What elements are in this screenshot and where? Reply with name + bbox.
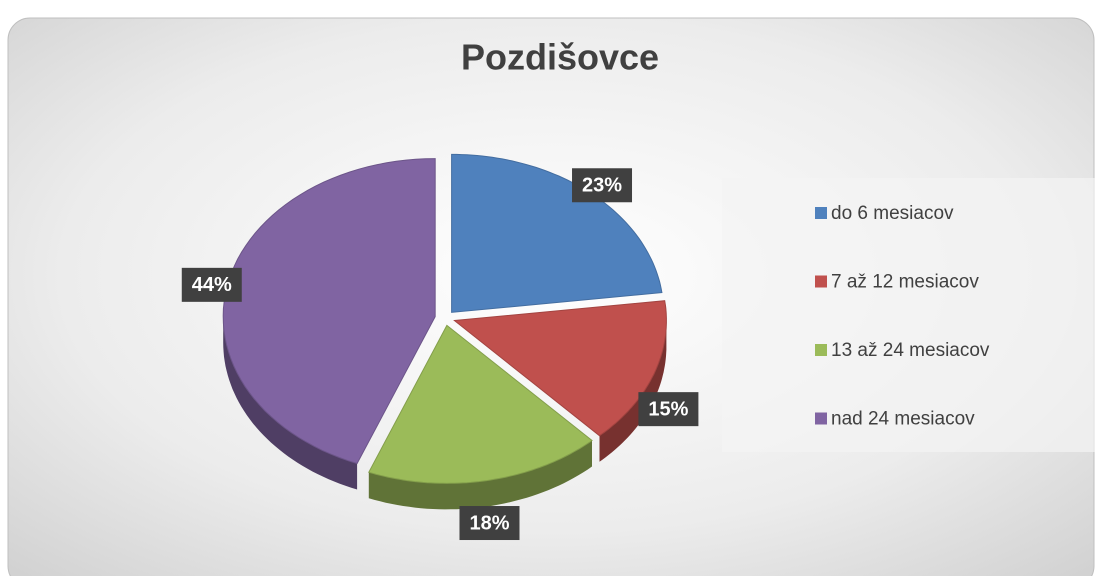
data-label: 44% bbox=[192, 274, 232, 296]
data-label-box bbox=[181, 267, 242, 302]
legend-box bbox=[722, 178, 1095, 452]
slice-side bbox=[223, 316, 358, 490]
legend-label: 7 až 12 mesiacov bbox=[831, 272, 979, 293]
data-label-box bbox=[572, 168, 633, 203]
legend-swatch bbox=[815, 412, 827, 425]
slice-side bbox=[599, 320, 667, 462]
pie-slice bbox=[368, 324, 593, 484]
chart-title: Pozdišovce bbox=[461, 37, 659, 78]
legend-swatch bbox=[815, 275, 827, 288]
legend-swatch bbox=[815, 207, 827, 219]
data-label: 23% bbox=[582, 175, 622, 197]
data-label: 18% bbox=[469, 512, 509, 534]
legend-label: 13 až 24 mesiacov bbox=[831, 340, 990, 361]
slice-side bbox=[368, 440, 592, 510]
pie-slice bbox=[453, 300, 667, 437]
data-label: 15% bbox=[648, 398, 688, 420]
legend-label: do 6 mesiacov bbox=[831, 203, 954, 224]
data-label-box bbox=[638, 392, 699, 427]
legend-swatch bbox=[815, 344, 827, 356]
data-label-box bbox=[459, 506, 520, 541]
legend-label: nad 24 mesiacov bbox=[831, 409, 975, 430]
